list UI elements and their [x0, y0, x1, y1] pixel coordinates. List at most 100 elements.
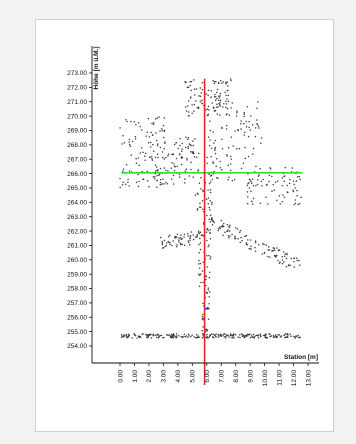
data-point — [140, 129, 143, 131]
data-point — [187, 333, 190, 335]
data-point — [216, 106, 218, 108]
x-tick-label: 8.00 — [233, 370, 240, 383]
data-point — [156, 186, 158, 188]
data-point — [156, 153, 159, 155]
data-point — [187, 240, 189, 242]
data-point — [209, 120, 211, 122]
data-point — [161, 129, 164, 132]
data-point — [214, 152, 217, 155]
data-point — [199, 202, 201, 205]
data-point — [194, 138, 196, 140]
y-tick-label: 255.00 — [67, 329, 87, 336]
data-point — [154, 170, 157, 172]
data-point — [189, 235, 192, 237]
data-point — [211, 102, 213, 104]
data-point — [228, 237, 230, 239]
data-point — [179, 144, 181, 147]
data-point — [294, 202, 297, 204]
data-point — [176, 165, 178, 168]
data-point — [219, 95, 221, 97]
data-point — [165, 244, 167, 247]
data-point — [162, 156, 164, 159]
y-tick-label: 272.00 — [67, 85, 87, 92]
y-ticks: 273.00 272.00 271.00 270.00 269.00 268.00 267.… — [67, 70, 92, 350]
data-point — [198, 259, 200, 262]
data-point — [210, 147, 213, 149]
data-point — [229, 224, 231, 226]
data-point — [236, 228, 239, 230]
data-point — [262, 178, 264, 181]
data-point — [122, 170, 124, 173]
data-point — [209, 257, 211, 260]
data-point — [252, 333, 255, 336]
data-point — [246, 202, 249, 205]
data-point — [298, 202, 301, 205]
data-point — [155, 166, 158, 168]
data-point — [201, 81, 204, 84]
data-point — [226, 154, 228, 156]
data-point — [263, 252, 266, 254]
data-point — [228, 225, 230, 228]
data-point — [128, 141, 131, 143]
data-point — [220, 168, 223, 171]
data-point — [257, 334, 259, 337]
data-point — [265, 184, 268, 186]
data-point — [189, 81, 191, 83]
data-point — [239, 336, 241, 339]
data-point — [247, 135, 250, 138]
data-point — [165, 242, 168, 244]
data-point — [175, 245, 178, 248]
data-point — [217, 228, 220, 230]
y-tick-label: 258.00 — [67, 286, 87, 293]
data-point — [131, 140, 134, 143]
data-point — [206, 292, 208, 295]
data-point — [168, 234, 171, 236]
data-point — [248, 333, 251, 336]
data-point — [206, 334, 208, 336]
data-point — [167, 235, 170, 238]
data-point — [197, 273, 200, 275]
data-point — [201, 270, 204, 272]
data-point — [248, 247, 251, 250]
data-point — [214, 334, 216, 337]
data-point — [274, 334, 277, 336]
data-point — [211, 201, 213, 204]
x-tick-label: 9.00 — [247, 370, 254, 383]
data-point — [156, 336, 158, 339]
data-point — [202, 190, 205, 193]
data-point — [228, 176, 230, 178]
data-point — [154, 156, 157, 159]
data-point — [135, 157, 137, 160]
data-point — [161, 243, 164, 246]
data-point — [214, 147, 216, 150]
data-point — [294, 187, 296, 189]
data-point — [158, 116, 160, 118]
data-point — [211, 223, 214, 226]
data-point — [147, 117, 150, 120]
data-point — [195, 88, 198, 90]
data-point — [239, 229, 242, 232]
data-point — [268, 174, 271, 177]
data-point — [209, 232, 211, 235]
data-point — [209, 139, 211, 141]
data-point — [156, 169, 158, 171]
data-point — [187, 145, 189, 148]
data-point — [262, 242, 264, 245]
data-point — [225, 128, 228, 130]
x-tick-label: 2.00 — [146, 370, 153, 383]
data-point — [285, 266, 288, 268]
data-point — [161, 247, 164, 249]
data-point — [172, 333, 175, 335]
data-point — [206, 239, 208, 242]
data-point — [296, 189, 298, 192]
data-point — [265, 196, 267, 198]
data-point — [133, 334, 136, 336]
y-tick-label: 264.00 — [67, 200, 87, 207]
data-point — [202, 313, 204, 316]
data-point — [298, 260, 300, 262]
data-point — [154, 164, 157, 166]
data-point — [184, 182, 186, 184]
data-point — [286, 252, 288, 255]
data-point — [228, 114, 231, 116]
